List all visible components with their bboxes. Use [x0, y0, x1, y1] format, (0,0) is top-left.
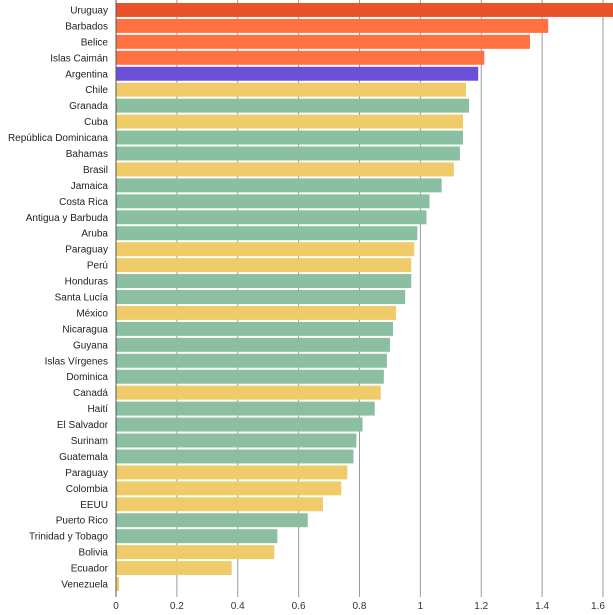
- category-label: Jamaica: [71, 181, 109, 192]
- bar: [116, 465, 348, 480]
- x-axis-tick-labels: 0 0.2 0.4 0.6 0.8 1 1.2 1.4 1.6: [113, 601, 605, 612]
- bar: [116, 529, 278, 544]
- bar: [116, 194, 430, 209]
- category-label: Honduras: [65, 277, 108, 288]
- category-label: Aruba: [81, 229, 108, 240]
- bars: [116, 3, 613, 591]
- x-tick-label: 0.4: [231, 601, 245, 612]
- category-label: Puerto Rico: [56, 516, 109, 527]
- bar: [116, 3, 613, 17]
- bar: [116, 481, 342, 496]
- category-label: Chile: [85, 85, 108, 96]
- bar: [116, 274, 412, 289]
- bar: [116, 353, 387, 368]
- bar: [116, 337, 390, 352]
- bar: [116, 34, 530, 49]
- bar: [116, 66, 479, 81]
- bar: [116, 513, 308, 528]
- bar: [116, 290, 406, 304]
- bar: [116, 242, 415, 257]
- bar: [116, 305, 397, 320]
- category-label: Venezuela: [61, 580, 108, 591]
- category-label: Belice: [81, 37, 109, 48]
- category-label: Uruguay: [70, 5, 108, 16]
- bar: [116, 130, 463, 145]
- bar: [116, 146, 460, 161]
- category-label: Nicaragua: [62, 324, 108, 335]
- bar: [116, 417, 363, 432]
- category-label: Haití: [87, 404, 108, 415]
- category-label: Granada: [69, 101, 108, 112]
- x-tick-label: 1.6: [591, 601, 605, 612]
- bar: [116, 50, 485, 65]
- category-label: Paraguay: [65, 245, 108, 256]
- bar: [116, 385, 381, 400]
- bar: [116, 401, 375, 416]
- category-label: Santa Lucía: [55, 293, 109, 304]
- bar: [116, 226, 418, 241]
- category-label: Ecuador: [71, 564, 109, 575]
- category-label: Perú: [87, 261, 108, 272]
- bar: [116, 82, 467, 97]
- category-label: Islas Vírgenes: [45, 356, 108, 367]
- bar: [116, 98, 470, 113]
- x-tick-label: 0.2: [170, 601, 184, 612]
- bar: [116, 178, 442, 193]
- category-labels: Uruguay Barbados Belice Islas Caimán Argenti…: [8, 5, 109, 590]
- category-label: EEUU: [80, 500, 108, 511]
- category-label: México: [76, 308, 108, 319]
- category-label: República Dominicana: [8, 133, 108, 144]
- category-label: Paraguay: [65, 468, 108, 479]
- category-label: Islas Caimán: [50, 53, 108, 64]
- category-label: Argentina: [65, 69, 108, 80]
- bar: [116, 369, 384, 384]
- x-tick-label: 1.4: [535, 601, 549, 612]
- category-label: Bahamas: [66, 149, 108, 160]
- x-tick-label: 0: [113, 601, 119, 612]
- category-label: Trinidad y Tobago: [29, 532, 108, 543]
- bar: [116, 162, 454, 177]
- bar: [116, 497, 323, 512]
- x-tick-label: 1: [418, 601, 424, 612]
- bar: [116, 545, 275, 560]
- category-label: Antigua y Barbuda: [26, 213, 109, 224]
- category-label: Brasil: [83, 165, 108, 176]
- bar: [116, 210, 427, 225]
- category-label: Guatemala: [59, 452, 108, 463]
- bar: [116, 18, 549, 33]
- x-tick-label: 0.8: [353, 601, 367, 612]
- bar: [116, 577, 120, 591]
- category-label: Cuba: [84, 117, 108, 128]
- bar: [116, 433, 357, 448]
- bar: [116, 449, 354, 464]
- category-label: Bolivia: [79, 548, 109, 559]
- x-tick-label: 1.2: [474, 601, 488, 612]
- category-label: Colombia: [66, 484, 109, 495]
- bar: [116, 561, 232, 576]
- category-label: El Salvador: [57, 420, 109, 431]
- x-tick-label: 0.6: [292, 601, 306, 612]
- category-label: Costa Rica: [59, 197, 108, 208]
- category-label: Surinam: [71, 436, 108, 447]
- bar: [116, 258, 412, 273]
- bar: [116, 114, 463, 129]
- category-label: Guyana: [73, 340, 108, 351]
- category-label: Barbados: [65, 21, 108, 32]
- category-label: Dominica: [66, 372, 108, 383]
- category-label: Canadá: [73, 388, 108, 399]
- bar: [116, 321, 393, 336]
